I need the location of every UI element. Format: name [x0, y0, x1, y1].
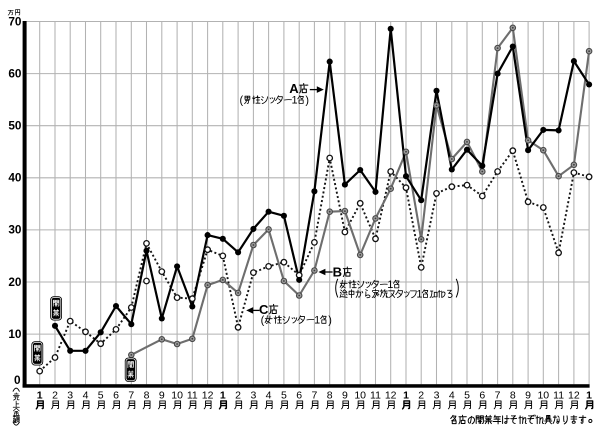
svg-text:1: 1: [586, 390, 592, 402]
svg-text:): ): [305, 95, 309, 107]
svg-text:11: 11: [370, 390, 381, 402]
svg-text:70: 70: [8, 14, 22, 28]
svg-text:12: 12: [568, 390, 580, 402]
svg-text:1: 1: [403, 390, 409, 402]
svg-text:3: 3: [434, 390, 440, 402]
svg-text:1: 1: [314, 315, 320, 327]
svg-text:7: 7: [311, 390, 317, 402]
svg-text:2: 2: [52, 390, 58, 402]
svg-text:6: 6: [479, 390, 485, 402]
svg-text:12: 12: [385, 390, 397, 402]
svg-text:8: 8: [327, 390, 333, 402]
svg-text:8: 8: [510, 390, 516, 402]
svg-text:1: 1: [220, 390, 226, 402]
svg-text:1: 1: [416, 289, 422, 301]
svg-text:5: 5: [464, 390, 470, 402]
svg-text:10: 10: [8, 327, 22, 341]
svg-text:B: B: [333, 264, 342, 279]
svg-text:4: 4: [83, 390, 89, 402]
svg-text:4: 4: [449, 390, 455, 402]
svg-text:12: 12: [202, 390, 214, 402]
svg-text:1: 1: [387, 279, 393, 291]
svg-text:3: 3: [67, 390, 73, 402]
svg-text:11: 11: [553, 390, 564, 402]
svg-text:5: 5: [98, 390, 104, 402]
svg-text:8: 8: [144, 390, 150, 402]
svg-text:50: 50: [8, 119, 22, 133]
svg-text:(: (: [261, 315, 265, 327]
svg-text:1: 1: [291, 95, 297, 107]
svg-text:9: 9: [159, 390, 165, 402]
svg-text:2: 2: [418, 390, 424, 402]
svg-text:5: 5: [281, 390, 287, 402]
svg-text:9: 9: [525, 390, 531, 402]
svg-text:9: 9: [342, 390, 348, 402]
svg-text:11: 11: [187, 390, 198, 402]
svg-text:(: (: [239, 95, 243, 107]
svg-text:30: 30: [8, 223, 22, 237]
svg-text:3: 3: [250, 390, 256, 402]
svg-text:7: 7: [128, 390, 134, 402]
svg-text:6: 6: [296, 390, 302, 402]
svg-text:10: 10: [354, 390, 366, 402]
svg-text:1: 1: [37, 390, 43, 402]
svg-text:20: 20: [8, 275, 22, 289]
svg-text:2: 2: [235, 390, 241, 402]
svg-text:40: 40: [8, 171, 22, 185]
svg-text:10: 10: [537, 390, 549, 402]
svg-text:6: 6: [113, 390, 119, 402]
svg-text:60: 60: [8, 66, 22, 80]
svg-text:10: 10: [171, 390, 183, 402]
svg-text:7: 7: [495, 390, 501, 402]
svg-text:4: 4: [266, 390, 272, 402]
svg-text:0: 0: [14, 373, 21, 387]
svg-text:A: A: [289, 81, 299, 96]
svg-text:C: C: [259, 302, 269, 317]
svg-text:): ): [328, 315, 332, 327]
